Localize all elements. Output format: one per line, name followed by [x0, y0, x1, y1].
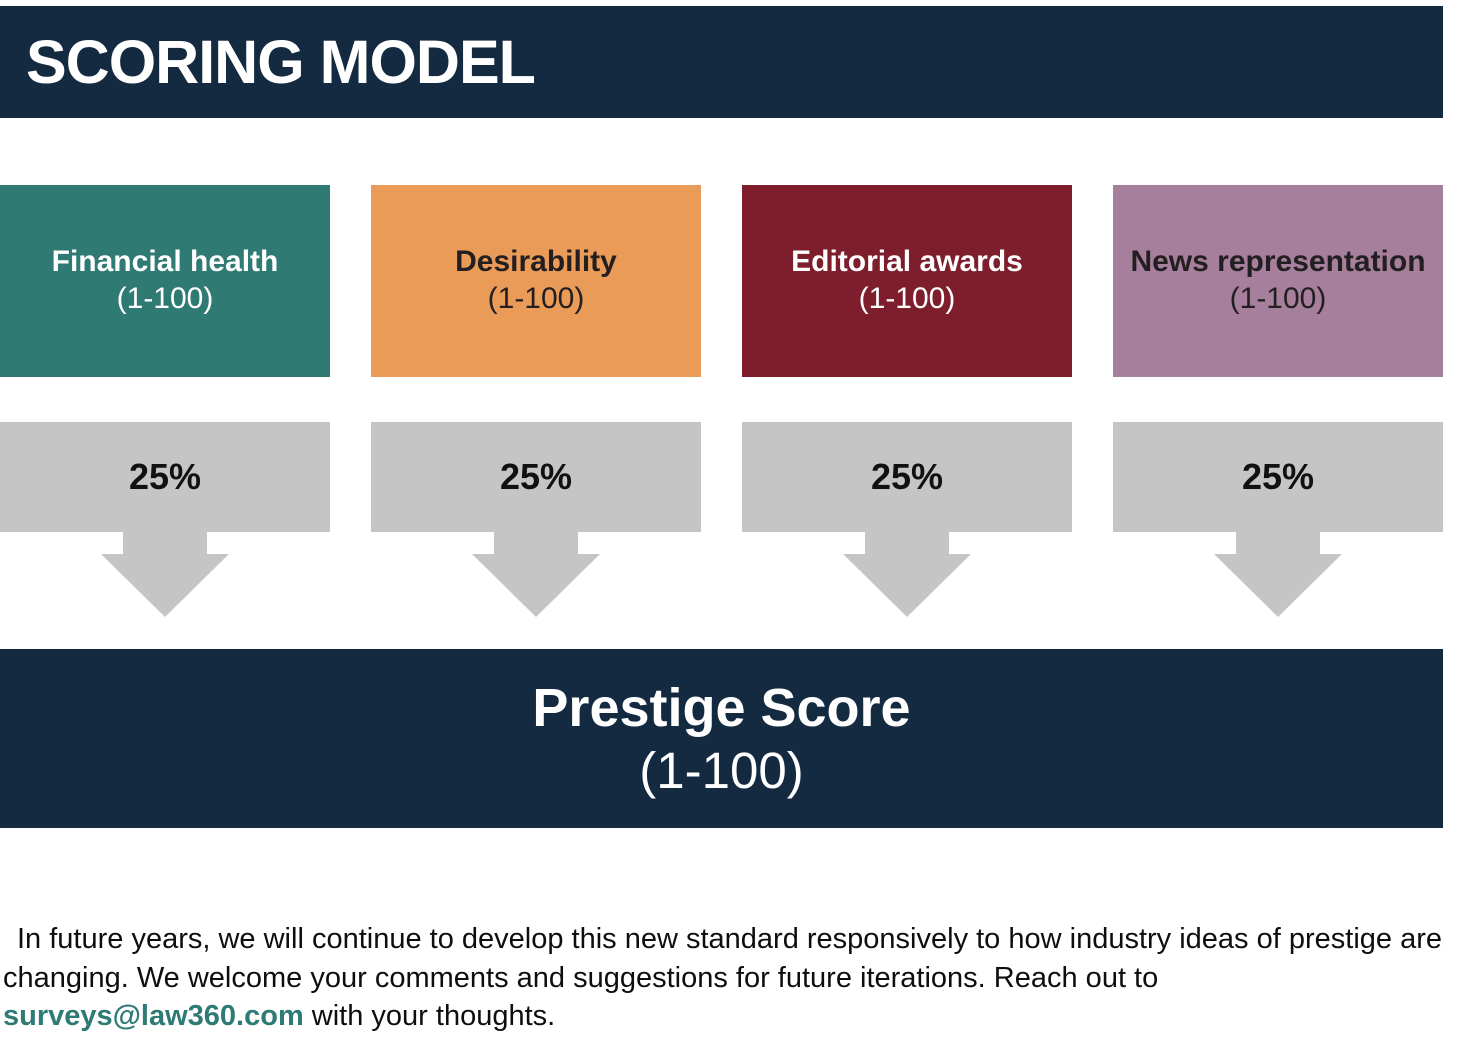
footer-text-before-link: In future years, we will continue to dev…: [3, 923, 1442, 994]
factor-range: (1-100): [116, 282, 214, 315]
down-arrow-icon: [843, 532, 971, 617]
weight-value: 25%: [870, 456, 944, 497]
email-link[interactable]: surveys@law360.com: [3, 1000, 304, 1032]
prestige-score-range: (1-100): [639, 741, 804, 799]
factor-column-news-representation: News representation (1-100) 25%: [1113, 185, 1443, 617]
factor-column-editorial-awards: Editorial awards (1-100) 25%: [742, 185, 1072, 617]
factor-column-desirability: Desirability (1-100) 25%: [371, 185, 701, 617]
arrow-stem: [123, 532, 207, 554]
arrow-head: [843, 554, 971, 617]
weight-value: 25%: [128, 456, 202, 497]
weight-box: 25%: [371, 422, 701, 532]
factor-range: (1-100): [858, 282, 956, 315]
page-title: SCORING MODEL: [26, 28, 536, 96]
down-arrow-icon: [101, 532, 229, 617]
weight-value: 25%: [1241, 456, 1315, 497]
weight-box: 25%: [742, 422, 1072, 532]
factor-range: (1-100): [1229, 282, 1327, 315]
header-bar: SCORING MODEL: [0, 6, 1443, 118]
factor-box-news-representation: News representation (1-100): [1113, 185, 1443, 377]
factor-range: (1-100): [487, 282, 585, 315]
arrow-stem: [865, 532, 949, 554]
prestige-score-bar: Prestige Score (1-100): [0, 649, 1443, 828]
prestige-score-title: Prestige Score: [532, 677, 911, 738]
factor-label: Editorial awards: [791, 245, 1023, 278]
arrow-head: [472, 554, 600, 617]
factor-box-desirability: Desirability (1-100): [371, 185, 701, 377]
factor-box-financial-health: Financial health (1-100): [0, 185, 330, 377]
weight-box: 25%: [1113, 422, 1443, 532]
arrow-head: [1214, 554, 1342, 617]
footer-paragraph: In future years, we will continue to dev…: [3, 920, 1448, 1036]
factor-label: Financial health: [51, 245, 279, 278]
weight-value: 25%: [499, 456, 573, 497]
down-arrow-icon: [472, 532, 600, 617]
arrow-head: [101, 554, 229, 617]
down-arrow-icon: [1214, 532, 1342, 617]
arrow-stem: [1236, 532, 1320, 554]
footer-text-after-link: with your thoughts.: [303, 1000, 556, 1032]
factor-label: News representation: [1130, 245, 1426, 278]
factor-label: Desirability: [455, 245, 617, 278]
arrow-stem: [494, 532, 578, 554]
factor-columns: Financial health (1-100) 25% Desirabilit…: [0, 185, 1443, 617]
factor-column-financial-health: Financial health (1-100) 25%: [0, 185, 330, 617]
weight-box: 25%: [0, 422, 330, 532]
factor-box-editorial-awards: Editorial awards (1-100): [742, 185, 1072, 377]
